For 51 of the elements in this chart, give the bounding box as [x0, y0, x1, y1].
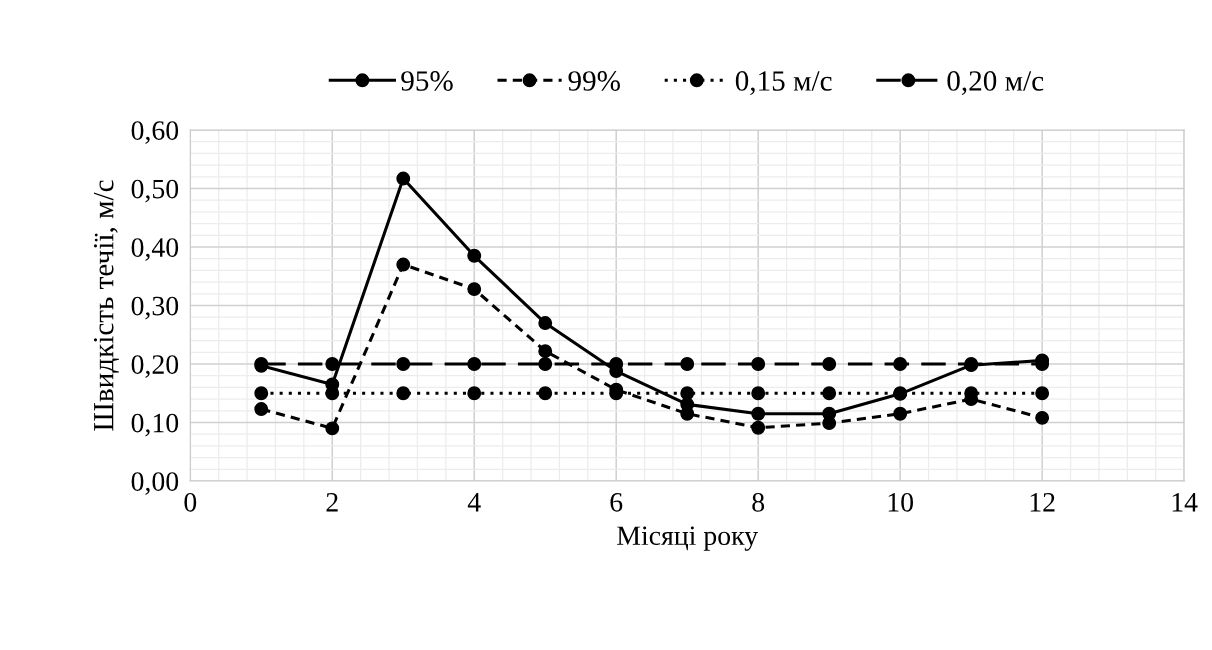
point	[822, 357, 837, 371]
x-tick-label: 6	[610, 492, 623, 512]
point	[467, 386, 482, 401]
point	[396, 257, 411, 272]
y-tick-label: 0,20	[131, 355, 179, 378]
point	[325, 357, 340, 371]
point	[396, 171, 411, 186]
point	[467, 357, 482, 371]
x-tick-label: 12	[1030, 492, 1055, 512]
x-tick-label: 0	[184, 492, 197, 512]
point	[1035, 410, 1050, 425]
point	[254, 386, 269, 401]
point	[254, 402, 269, 416]
y-tick-label: 0,40	[131, 238, 179, 261]
legend-label: 95%	[401, 71, 453, 91]
point	[538, 344, 553, 359]
y-tick-label: 0,30	[131, 296, 179, 320]
point	[751, 406, 766, 421]
point	[680, 386, 695, 401]
x-tick-label: 4	[467, 493, 481, 512]
point	[822, 386, 837, 401]
point	[396, 357, 411, 371]
point	[751, 420, 766, 435]
point	[893, 406, 908, 421]
y-axis-title: Швидкість течії, м/с	[93, 180, 119, 431]
point	[822, 416, 837, 431]
x-tick-label: 2	[326, 492, 338, 512]
point	[538, 316, 553, 330]
point	[538, 386, 553, 401]
point	[396, 386, 411, 401]
legend-label: 0,15 м/с	[735, 71, 832, 95]
point	[467, 248, 482, 263]
y-tick-label: 0,10	[131, 413, 179, 437]
x-axis-title: Місяці року	[617, 526, 759, 551]
point	[893, 357, 908, 371]
y-tick-label: 0,60	[131, 121, 179, 144]
legend-label: 0,20 м/с	[947, 71, 1044, 95]
point	[538, 357, 553, 371]
point	[751, 357, 766, 371]
legend-label: 99%	[568, 71, 620, 91]
point	[1035, 386, 1050, 401]
point	[325, 386, 340, 401]
y-tick-label: 0,50	[131, 179, 179, 203]
y-tick-label: 0,00	[131, 472, 179, 495]
x-tick-label: 10	[888, 492, 913, 512]
x-tick-label: 14	[1172, 493, 1198, 512]
point	[680, 357, 695, 371]
point	[467, 282, 482, 297]
point	[751, 386, 766, 401]
point	[325, 421, 340, 436]
x-tick-label: 8	[752, 492, 765, 512]
